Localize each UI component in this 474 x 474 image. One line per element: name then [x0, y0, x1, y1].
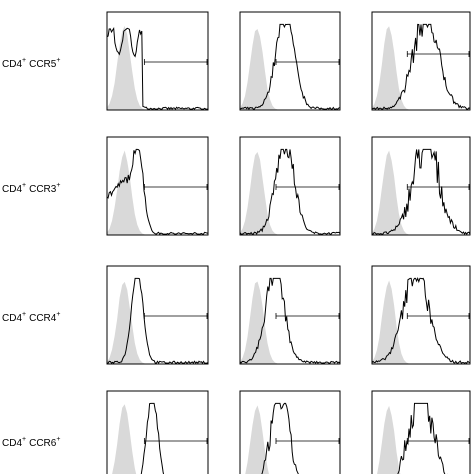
stained-histogram — [371, 276, 471, 364]
control-histogram — [372, 150, 470, 235]
control-histogram — [240, 29, 340, 110]
panel-frame — [239, 11, 341, 111]
histogram-panel — [106, 390, 209, 474]
row-label: CD4+ CCR4+ — [2, 311, 60, 324]
stained-histogram — [372, 23, 471, 110]
panel-frame — [371, 11, 471, 111]
control-histogram — [240, 281, 340, 364]
marker-sign: + — [56, 436, 60, 443]
cell-name: CD4 — [2, 313, 22, 324]
cell-name: CD4 — [2, 184, 22, 195]
histogram-panel — [371, 11, 471, 111]
row-label: CD4+ CCR6+ — [2, 436, 60, 449]
control-histogram — [107, 150, 208, 235]
cell-name: CD4 — [2, 438, 22, 449]
histogram-panel — [106, 136, 209, 236]
control-histogram — [372, 280, 470, 364]
stained-histogram — [140, 402, 165, 474]
panel-frame — [239, 136, 341, 236]
marker-name: CCR6 — [29, 438, 57, 449]
marker-sign: + — [56, 182, 60, 189]
control-histogram — [372, 26, 470, 111]
cell-sign: + — [22, 57, 26, 64]
histogram-panel — [239, 390, 341, 474]
panel-frame — [371, 390, 471, 474]
panel-frame — [371, 136, 471, 236]
panel-frame — [239, 265, 341, 365]
cell-sign: + — [22, 182, 26, 189]
histogram-panel — [239, 11, 341, 111]
stained-histogram — [371, 148, 471, 235]
control-histogram — [240, 152, 340, 235]
control-histogram — [245, 405, 269, 474]
cell-name: CD4 — [2, 59, 22, 70]
histogram-panel — [106, 11, 209, 111]
histogram-panel — [371, 265, 471, 365]
stained-histogram — [107, 277, 209, 365]
panel-frame — [106, 136, 209, 236]
marker-sign: + — [56, 311, 60, 318]
panel-frame — [106, 265, 209, 365]
row-label: CD4+ CCR3+ — [2, 182, 60, 195]
stained-histogram — [106, 27, 208, 110]
panel-frame — [371, 265, 471, 365]
marker-sign: + — [56, 57, 60, 64]
marker-name: CCR4 — [29, 313, 57, 324]
histogram-panel — [106, 265, 209, 365]
stained-histogram — [239, 23, 341, 111]
control-histogram — [107, 25, 208, 110]
panel-frame — [239, 390, 341, 474]
cell-sign: + — [22, 436, 26, 443]
stained-histogram — [239, 148, 341, 235]
histogram-panel — [371, 136, 471, 236]
stained-histogram — [397, 402, 448, 474]
row-label: CD4+ CCR5+ — [2, 57, 60, 70]
panel-frame — [106, 11, 209, 111]
stained-histogram — [106, 148, 209, 235]
histogram-panel — [371, 390, 471, 474]
control-histogram — [107, 281, 208, 364]
cell-sign: + — [22, 311, 26, 318]
histogram-panel — [239, 265, 341, 365]
histogram-panel — [239, 136, 341, 236]
panel-frame — [106, 390, 209, 474]
stained-histogram — [239, 277, 341, 364]
marker-name: CCR3 — [29, 184, 57, 195]
control-histogram — [377, 405, 401, 474]
marker-name: CCR5 — [29, 59, 57, 70]
control-histogram — [112, 404, 137, 474]
stained-histogram — [261, 402, 299, 474]
